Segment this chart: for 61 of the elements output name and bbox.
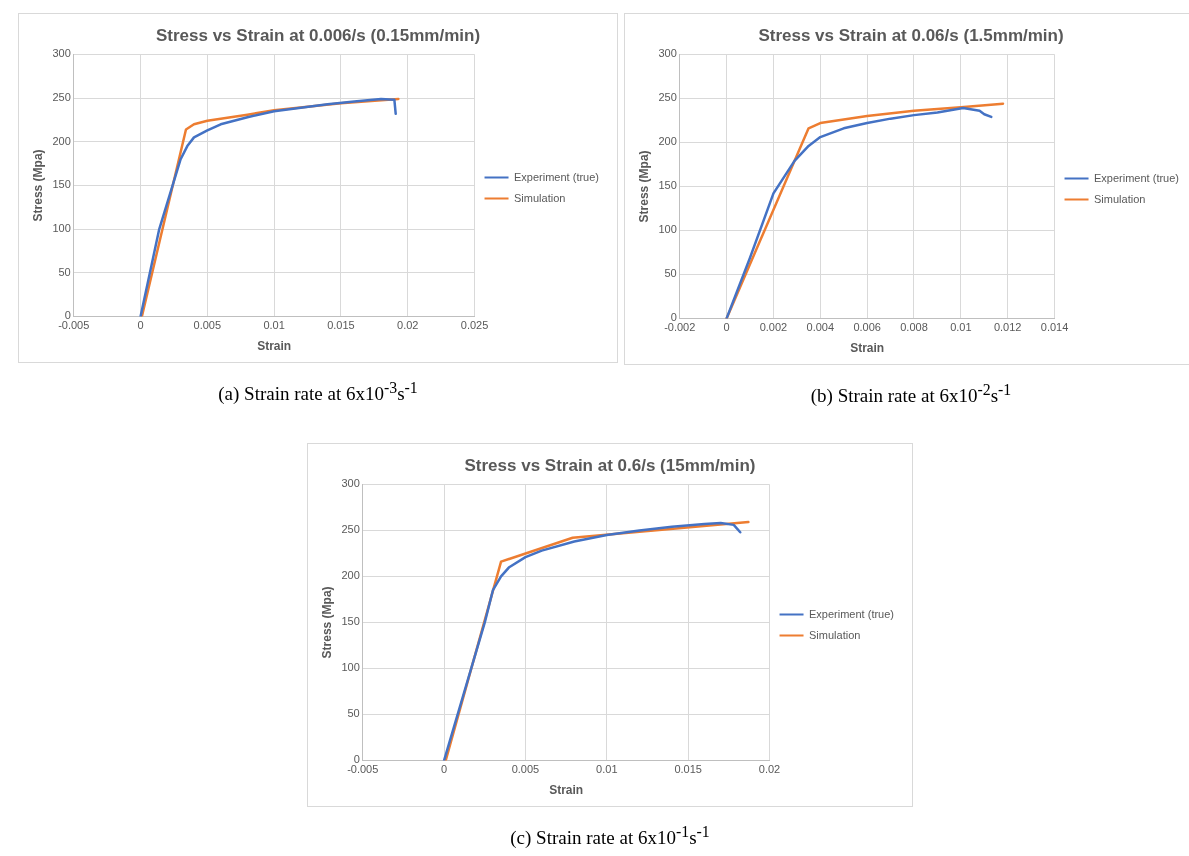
y-tick-label: 50: [347, 707, 360, 720]
x-tick-label: 0: [137, 319, 144, 332]
x-axis-title: Strain: [549, 783, 584, 798]
chart-title: Stress vs Strain at 0.006/s (0.15mm/min): [155, 25, 481, 45]
y-tick-label: 200: [341, 569, 360, 582]
x-tick-label: 0.004: [806, 321, 835, 334]
x-tick-label: 0.02: [758, 763, 781, 776]
x-tick-label: -0.005: [347, 763, 379, 776]
y-tick-label: 50: [664, 267, 677, 280]
x-tick-label: 0.005: [511, 763, 540, 776]
x-tick-label: 0.025: [460, 319, 489, 332]
y-tick-label: 150: [341, 615, 360, 628]
x-tick-label: 0.008: [900, 321, 928, 334]
text: (b) Strain rate at 6x10$^{-2}$s$^{-1}$: [809, 381, 1013, 408]
x-tick-label: 0.01: [596, 763, 618, 776]
x-tick-label: 0.01: [950, 321, 972, 334]
y-tick-label: 150: [52, 178, 71, 191]
x-tick-label: 0: [441, 763, 448, 776]
y-tick-label: 0: [64, 309, 71, 322]
y-tick-label: 250: [341, 523, 360, 536]
y-tick-label: 300: [52, 47, 71, 60]
x-axis-title: Strain: [850, 341, 885, 356]
y-axis-title: Stress (Mpa): [636, 150, 651, 223]
y-tick-label: 250: [52, 91, 71, 104]
chart-title: Stress vs Strain at 0.06/s (1.5mm/min): [758, 25, 1064, 45]
x-tick-label: 0.014: [1040, 321, 1069, 334]
x-tick-label: 0.015: [674, 763, 702, 776]
x-tick-label: 0.005: [193, 319, 222, 332]
legend-label: Simulation: [1094, 192, 1146, 205]
y-tick-label: 100: [658, 223, 677, 236]
x-tick-label: 0: [723, 321, 730, 334]
y-tick-label: 0: [670, 311, 677, 324]
x-tick-label: 0.015: [327, 319, 355, 332]
y-tick-label: 200: [658, 135, 677, 148]
legend-label: Experiment (true): [1094, 171, 1180, 184]
y-axis-title: Stress (Mpa): [30, 149, 45, 222]
legend-label: Simulation: [809, 628, 861, 641]
legend-label: Experiment (true): [809, 607, 895, 620]
text: (a) Strain rate at 6x10$^{-3}$s$^{-1}$: [217, 379, 419, 406]
y-tick-label: 250: [658, 91, 677, 104]
x-tick-label: 0.02: [397, 319, 419, 332]
y-tick-label: 0: [353, 753, 360, 766]
x-tick-label: 0.002: [759, 321, 788, 334]
x-tick-label: -0.002: [664, 321, 696, 334]
x-tick-label: 0.012: [993, 321, 1022, 334]
y-tick-label: 300: [341, 477, 360, 490]
y-tick-label: 50: [58, 265, 71, 278]
x-tick-label: -0.005: [58, 319, 90, 332]
y-axis-title: Stress (Mpa): [319, 586, 334, 659]
y-tick-label: 100: [52, 222, 71, 235]
x-axis-title: Strain: [257, 339, 292, 354]
legend-label: Simulation: [514, 191, 566, 204]
text: (c) Strain rate at 6x10$^{-1}$s$^{-1}$: [509, 823, 711, 850]
chart-title: Stress vs Strain at 0.6/s (15mm/min): [464, 455, 756, 475]
x-tick-label: 0.006: [853, 321, 881, 334]
y-tick-label: 200: [52, 134, 71, 147]
legend-label: Experiment (true): [514, 170, 600, 183]
y-tick-label: 100: [341, 661, 360, 674]
y-tick-label: 150: [658, 179, 677, 192]
x-tick-label: 0.01: [263, 319, 285, 332]
y-tick-label: 300: [658, 47, 677, 60]
